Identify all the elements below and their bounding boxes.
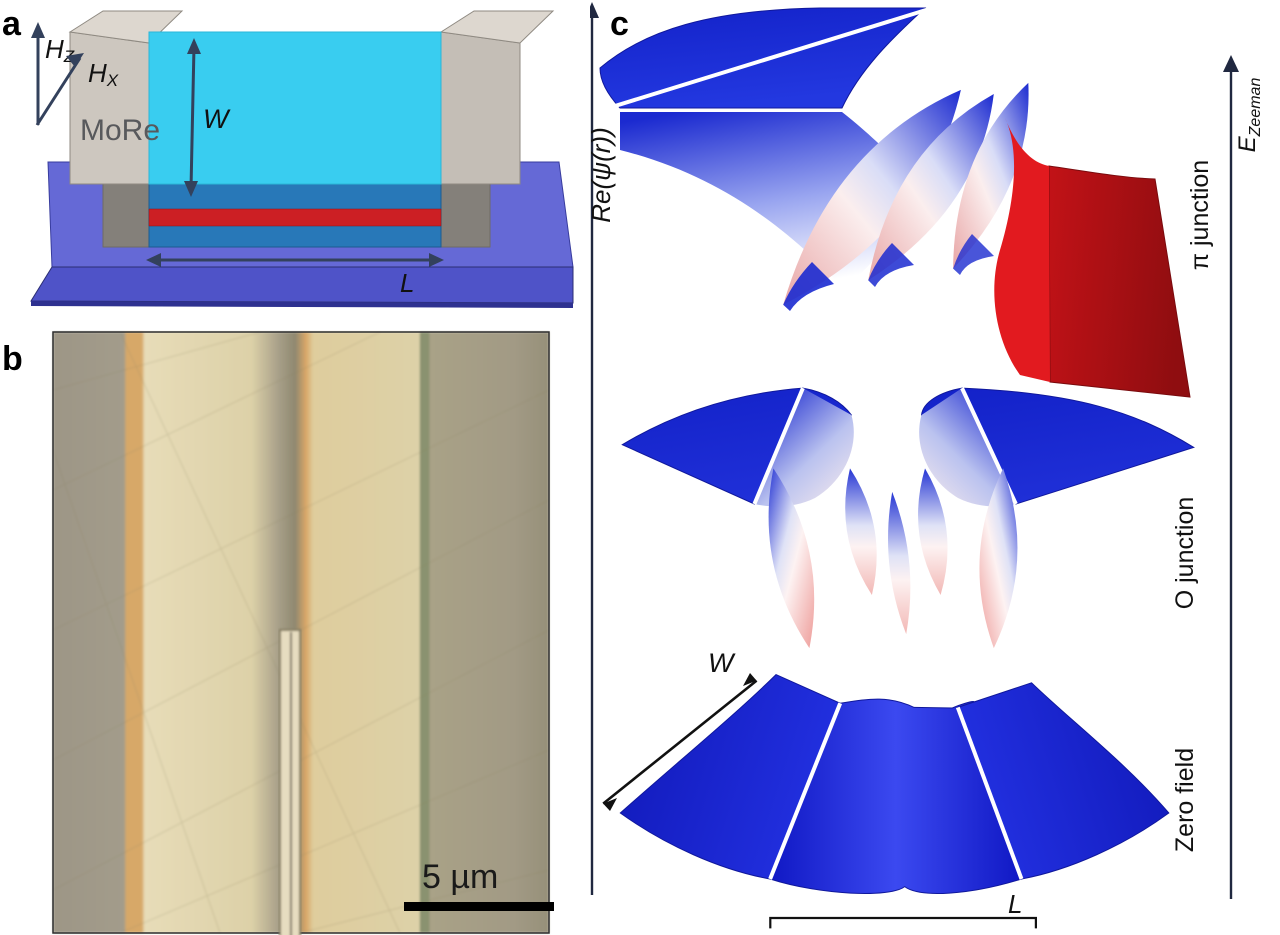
svg-text:c: c — [610, 5, 629, 43]
svg-text:EZeeman: EZeeman — [1234, 78, 1264, 153]
svg-text:Zero field: Zero field — [1171, 748, 1199, 852]
svg-text:W: W — [708, 648, 736, 678]
svg-text:L: L — [1008, 889, 1022, 919]
svg-text:L: L — [400, 268, 414, 298]
svg-text:Re(ψ(r)): Re(ψ(r)) — [590, 127, 616, 222]
svg-text:MoRe: MoRe — [80, 114, 160, 147]
svg-text:5 µm: 5 µm — [422, 858, 498, 896]
svg-text:π junction: π junction — [1186, 160, 1214, 270]
svg-text:W: W — [203, 104, 231, 134]
svg-text:a: a — [2, 5, 22, 43]
svg-text:O junction: O junction — [1171, 497, 1199, 610]
svg-text:b: b — [2, 340, 23, 378]
